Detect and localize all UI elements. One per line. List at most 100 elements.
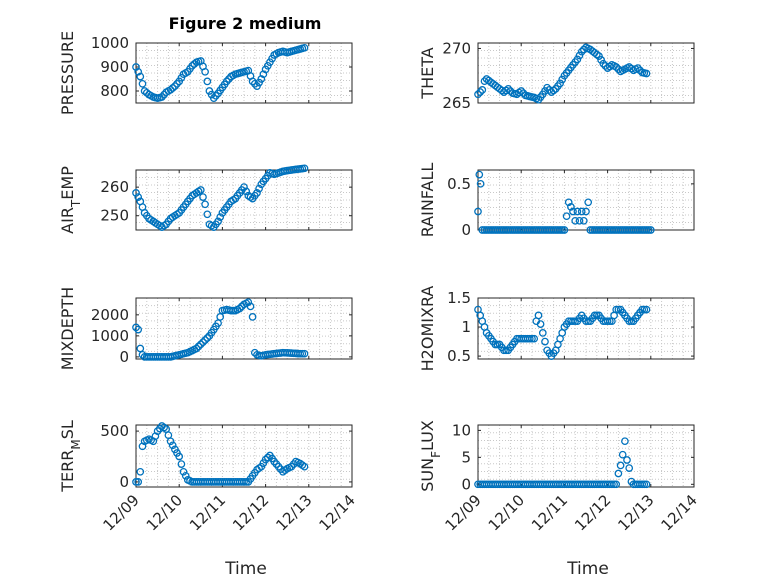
- y-tick-label: 270: [442, 39, 471, 57]
- data-point: [625, 317, 634, 326]
- data-point: [625, 464, 634, 472]
- subplot-pressure: 800 900 1000 PRESSURE: [58, 31, 353, 115]
- data-point: [549, 86, 558, 95]
- data-point: [300, 462, 309, 471]
- data-point: [564, 198, 573, 207]
- x-tick-label: 12/14: [658, 491, 701, 534]
- data-point: [474, 207, 482, 216]
- data-point: [201, 336, 209, 344]
- data-point: [263, 453, 272, 462]
- data-point: [244, 298, 253, 307]
- data-point: [500, 346, 508, 355]
- figure-title: Figure 2 medium: [169, 14, 322, 33]
- x-tick-label: 12/13: [272, 491, 315, 534]
- subplot-air-temp: 250 260 AIRTEMP: [58, 164, 353, 234]
- x-axis-label: Time: [566, 559, 609, 579]
- data-point: [579, 216, 588, 225]
- y-tick-label: 0: [119, 473, 129, 491]
- data-point: [257, 75, 266, 83]
- y-tick-label: 900: [100, 58, 129, 76]
- data-point: [562, 212, 571, 221]
- data-point: [203, 210, 212, 219]
- y-tick-label: 500: [100, 422, 129, 440]
- data-point: [242, 187, 251, 196]
- data-point: [541, 337, 549, 346]
- data-point: [201, 67, 209, 76]
- data-point: [538, 329, 547, 337]
- data-point: [478, 86, 487, 94]
- data-point: [573, 55, 582, 64]
- y-tick-label: 0.5: [447, 347, 471, 365]
- x-tick-label: 12/11: [186, 491, 229, 534]
- data-point: [640, 305, 649, 314]
- data-point: [203, 334, 212, 342]
- axes-box: [477, 169, 695, 231]
- y-tick-label: 250: [100, 207, 129, 225]
- y-tick-label: 265: [442, 94, 471, 112]
- y-tick-label: 10: [452, 421, 471, 439]
- x-tick-label: 12/13: [614, 491, 657, 534]
- y-axis-label: TERRMSL: [58, 420, 83, 493]
- data-point: [136, 467, 145, 476]
- axes-box: [477, 297, 695, 360]
- data-point: [560, 226, 569, 234]
- y-axis-label: THETA: [418, 47, 437, 99]
- data-point: [300, 349, 309, 358]
- y-tick-label: 0: [461, 475, 471, 493]
- data-point: [179, 467, 188, 476]
- data-point: [597, 56, 605, 64]
- y-axis-label: AIRTEMP: [58, 166, 83, 234]
- y-tick-label: 260: [100, 178, 129, 196]
- subplot-mixdepth: 0 1000 2000 MIXDEPTH: [58, 287, 353, 370]
- data-point: [642, 480, 651, 489]
- data-point: [616, 461, 625, 470]
- data-point: [633, 64, 642, 72]
- y-axis-label: H2OMIXRA: [418, 286, 437, 372]
- data-point: [575, 216, 584, 225]
- data-point: [199, 193, 207, 201]
- data-point: [166, 437, 175, 446]
- y-tick-label: 5: [461, 448, 471, 466]
- subplot-terr-msl: 12/09 12/10 12/11 12/12 12/13 12/14 0 500 TERRMS…: [58, 420, 359, 579]
- x-tick-label: 12/09: [100, 491, 143, 534]
- data-point: [612, 305, 621, 314]
- data-point: [173, 79, 181, 88]
- data-point: [138, 350, 147, 359]
- y-axis-label: SUNFLUX: [418, 420, 443, 492]
- data-point: [246, 302, 255, 311]
- data-point: [590, 311, 599, 320]
- data-point: [158, 93, 166, 101]
- y-tick-label: 2000: [91, 306, 129, 324]
- data-point: [192, 344, 201, 353]
- data-point: [194, 342, 203, 351]
- data-point: [476, 179, 485, 188]
- y-tick-label: 1000: [91, 327, 129, 345]
- data-point: [196, 340, 205, 349]
- subplot-h2omixra: 0.5 1 1.5 H2OMIXRA: [418, 286, 695, 372]
- subplot-sun-flux: 12/09 12/10 12/11 12/12 12/13 12/14 0 5 10 SUNFLU…: [418, 420, 701, 579]
- y-tick-label: 1.5: [447, 289, 471, 307]
- data-point: [201, 200, 209, 209]
- data-point: [642, 305, 651, 314]
- data-point: [623, 456, 631, 464]
- data-point: [582, 207, 590, 216]
- data-point: [175, 452, 184, 461]
- data-point: [253, 189, 261, 197]
- data-point: [235, 304, 244, 313]
- data-point: [577, 47, 586, 56]
- data-point: [502, 86, 510, 95]
- x-tick-label: 12/10: [143, 491, 186, 534]
- data-point: [642, 69, 651, 78]
- data-point: [528, 334, 536, 343]
- data-point: [132, 478, 140, 486]
- data-point: [567, 203, 575, 211]
- data-point: [196, 186, 205, 194]
- axes-box: [135, 297, 353, 360]
- data-point: [177, 460, 186, 468]
- data-point: [216, 213, 225, 221]
- data-point: [222, 77, 231, 86]
- data-point: [612, 480, 621, 489]
- y-tick-label: 0.5: [447, 175, 471, 193]
